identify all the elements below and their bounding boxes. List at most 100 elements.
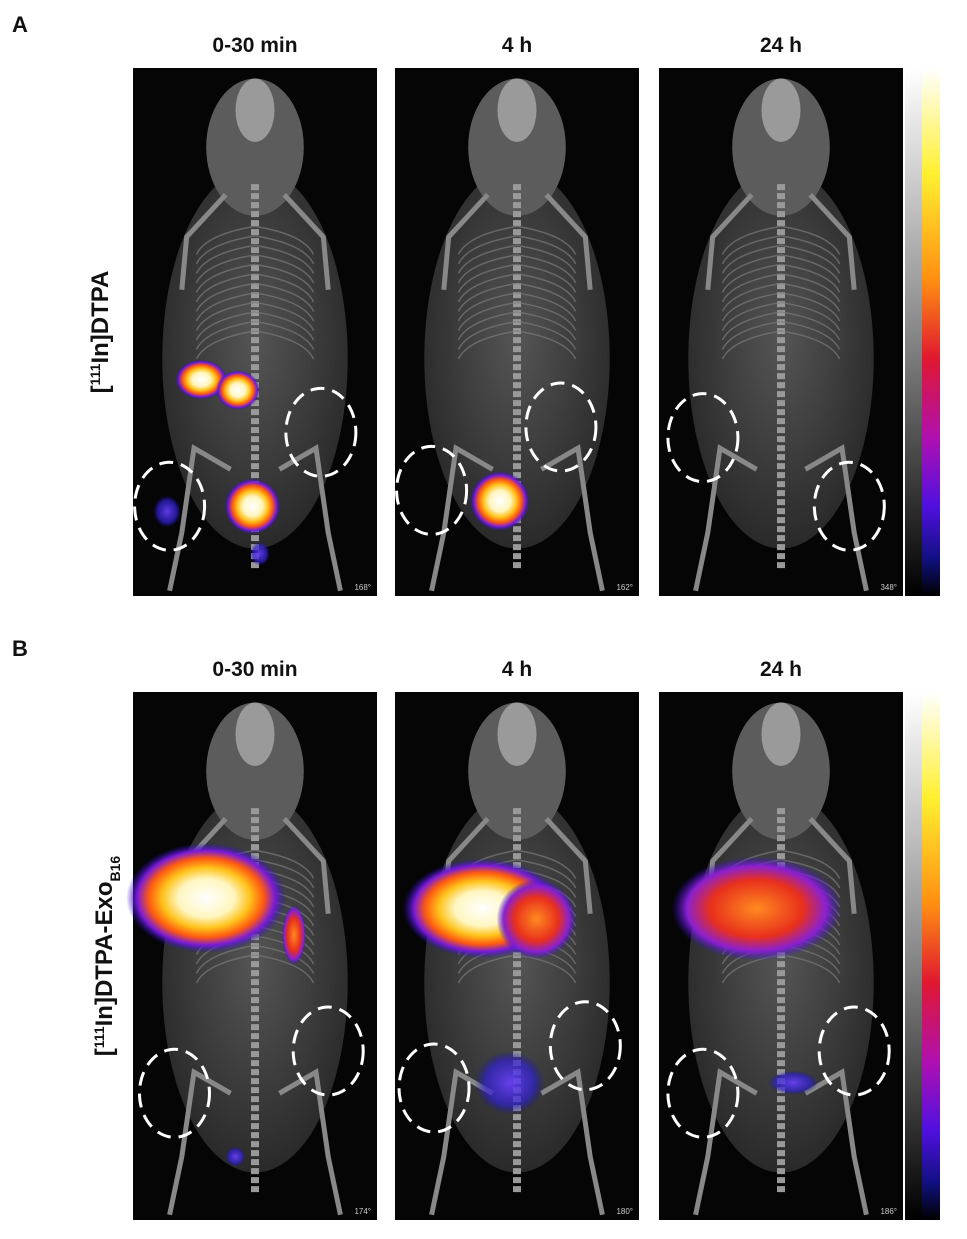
scan-image: 186° <box>659 692 903 1220</box>
rib <box>195 254 315 284</box>
limb <box>429 1068 494 1216</box>
signal-hotspot <box>768 1070 819 1095</box>
limb <box>540 1068 605 1216</box>
row-label-part: 111 <box>91 1026 107 1048</box>
limb <box>808 817 857 914</box>
limb <box>429 444 494 592</box>
row-label-part: 111 <box>87 363 103 385</box>
panel-label: A <box>12 12 28 37</box>
mouse-skull <box>235 702 275 766</box>
rib <box>457 225 577 255</box>
rib <box>457 292 577 322</box>
limb <box>282 817 331 914</box>
limb <box>167 1068 232 1216</box>
colorbar-gray <box>905 692 922 1220</box>
rib <box>721 311 841 341</box>
signal-hotspot <box>474 1050 545 1115</box>
rib <box>457 311 577 341</box>
tumor-outline <box>397 1042 471 1134</box>
signal-hotspot <box>671 856 842 961</box>
row-label: [111In]DTPA-ExoB16 <box>91 856 123 1057</box>
mouse-head <box>468 702 566 840</box>
tumor-outline <box>817 1005 891 1097</box>
limb <box>167 444 232 592</box>
rib <box>457 282 577 312</box>
signal-hotspot <box>153 495 182 528</box>
tumor-outline <box>133 460 207 552</box>
signal-hotspot <box>175 359 228 400</box>
signal-hotspot <box>126 842 287 953</box>
rotation-angle: 186° <box>880 1207 897 1216</box>
rib <box>457 330 577 360</box>
rib <box>721 263 841 293</box>
signal-hotspot <box>469 470 530 531</box>
rib <box>721 301 841 331</box>
rib <box>721 254 841 284</box>
limb <box>705 193 754 290</box>
column-title: 0-30 min <box>212 658 297 681</box>
mouse-skull <box>761 702 801 766</box>
mouse-skull <box>497 78 537 142</box>
rib <box>721 292 841 322</box>
panel-label: B <box>12 636 28 661</box>
rib <box>195 311 315 341</box>
rib <box>457 273 577 303</box>
rib <box>195 263 315 293</box>
rib <box>195 292 315 322</box>
rib <box>457 320 577 350</box>
mouse-skull <box>497 702 537 766</box>
mouse-skull <box>761 78 801 142</box>
column-title: 24 h <box>760 34 802 57</box>
row-label-part: In]DTPA <box>87 271 114 364</box>
rib <box>721 244 841 274</box>
scan-image: 174° <box>126 692 377 1220</box>
rib <box>721 320 841 350</box>
limb <box>544 193 593 290</box>
limb <box>804 444 869 592</box>
rib <box>195 330 315 360</box>
rib <box>195 282 315 312</box>
limb <box>278 444 343 592</box>
column-title: 4 h <box>502 658 532 681</box>
colorbar-gray <box>905 68 922 596</box>
rib <box>457 244 577 274</box>
mouse-head <box>206 78 304 216</box>
colorbar-fire <box>922 692 940 1220</box>
mouse-head <box>732 78 830 216</box>
mouse-head <box>732 702 830 840</box>
scan-image: 162° <box>395 68 639 596</box>
scan-image: 180° <box>395 692 639 1220</box>
colorbar-fire <box>922 68 940 596</box>
tumor-outline <box>666 392 740 484</box>
signal-hotspot <box>224 478 281 535</box>
column-title: 24 h <box>760 658 802 681</box>
tumor-outline <box>524 381 598 473</box>
rib <box>195 301 315 331</box>
tumor-outline <box>291 1005 365 1097</box>
row-label: [111In]DTPA <box>87 271 114 394</box>
scan-image: 348° <box>659 68 903 596</box>
scan-image: 168° <box>133 68 377 596</box>
signal-hotspot <box>249 541 270 566</box>
limb <box>693 444 758 592</box>
rib <box>721 282 841 312</box>
tumor-outline <box>812 460 886 552</box>
rib <box>195 320 315 350</box>
limb <box>804 1068 869 1216</box>
signal-hotspot <box>282 904 307 965</box>
rotation-angle: 168° <box>354 583 371 592</box>
limb <box>808 193 857 290</box>
signal-hotspot <box>215 370 260 411</box>
rotation-angle: 162° <box>616 583 633 592</box>
signal-hotspot <box>496 879 577 960</box>
rib <box>195 273 315 303</box>
tumor-outline <box>395 444 469 536</box>
row-label-part: [ <box>87 385 114 393</box>
limb <box>544 817 593 914</box>
mouse-head <box>206 702 304 840</box>
tumor-outline <box>284 386 358 478</box>
limb <box>179 193 228 290</box>
signal-hotspot <box>225 1146 246 1167</box>
rib <box>195 244 315 274</box>
